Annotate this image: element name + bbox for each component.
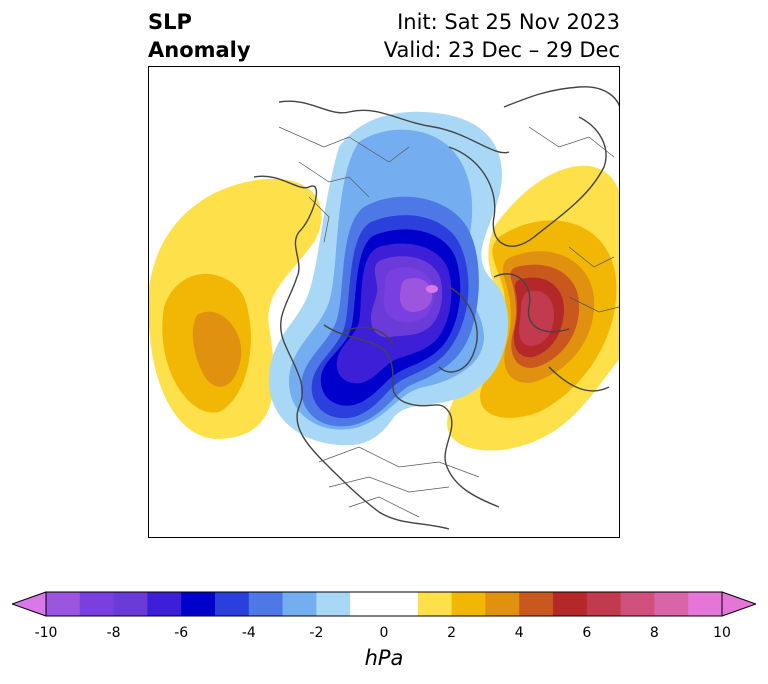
map-title: SLP Anomaly: [148, 8, 251, 64]
colorbar-tick-label: -8: [106, 625, 121, 641]
colorbar-tick-label: -6: [174, 625, 189, 641]
colorbar-bin: [620, 592, 655, 616]
colorbar-tick-label: 6: [582, 625, 592, 641]
colorbar-bin: [113, 592, 148, 616]
colorbar-outline: [45, 591, 723, 617]
colorbar-tick-label: -10: [34, 625, 58, 641]
colorbar-bin: [350, 592, 419, 616]
positive-anomaly-eurasia: [447, 165, 619, 451]
map-panel: [148, 66, 620, 538]
colorbar-units: hPa: [364, 646, 404, 670]
slp-anomaly-map: [149, 86, 619, 530]
colorbar-bin: [688, 592, 723, 616]
coastlines: [253, 86, 619, 530]
positive-anomaly-pacific: [149, 178, 322, 439]
colorbar-bin: [451, 592, 486, 616]
colorbar-tick-label: -2: [309, 625, 324, 641]
colorbar-bin: [147, 592, 182, 616]
borders: [278, 126, 619, 518]
colorbar-over-arrow: [721, 591, 756, 617]
colorbar-tick-label: 10: [713, 625, 731, 641]
colorbar-tick-label: 0: [379, 625, 389, 641]
valid-dates: Valid: 23 Dec – 29 Dec: [383, 38, 620, 62]
colorbar-bin: [215, 592, 250, 616]
colorbar-bin: [181, 592, 216, 616]
colorbar-bin: [586, 592, 622, 616]
colorbar-bin: [248, 592, 284, 616]
forecast-dates: Init: Sat 25 Nov 2023 Valid: 23 Dec – 29…: [384, 8, 620, 64]
colorbar-bin: [553, 592, 588, 616]
colorbar-bin: [282, 592, 317, 616]
colorbar-tick-label: -4: [241, 625, 256, 641]
negative-anomaly-arctic: [268, 111, 509, 446]
colorbar: [12, 591, 756, 617]
colorbar-tick-label: 4: [514, 625, 524, 641]
init-date: Init: Sat 25 Nov 2023: [397, 10, 620, 34]
colorbar-bin: [316, 592, 351, 616]
colorbar-tick-label: 2: [447, 625, 457, 641]
colorbar-tick-label: 8: [649, 625, 659, 641]
colorbar-bin: [46, 592, 81, 616]
title-line-2: Anomaly: [148, 38, 251, 62]
colorbar-bin: [654, 592, 689, 616]
colorbar-bin: [519, 592, 554, 616]
colorbar-under-arrow: [12, 591, 47, 617]
title-line-1: SLP: [148, 10, 192, 34]
colorbar-bin: [485, 592, 520, 616]
colorbar-bin: [79, 592, 115, 616]
colorbar-bins: [46, 592, 723, 616]
colorbar-bin: [417, 592, 453, 616]
